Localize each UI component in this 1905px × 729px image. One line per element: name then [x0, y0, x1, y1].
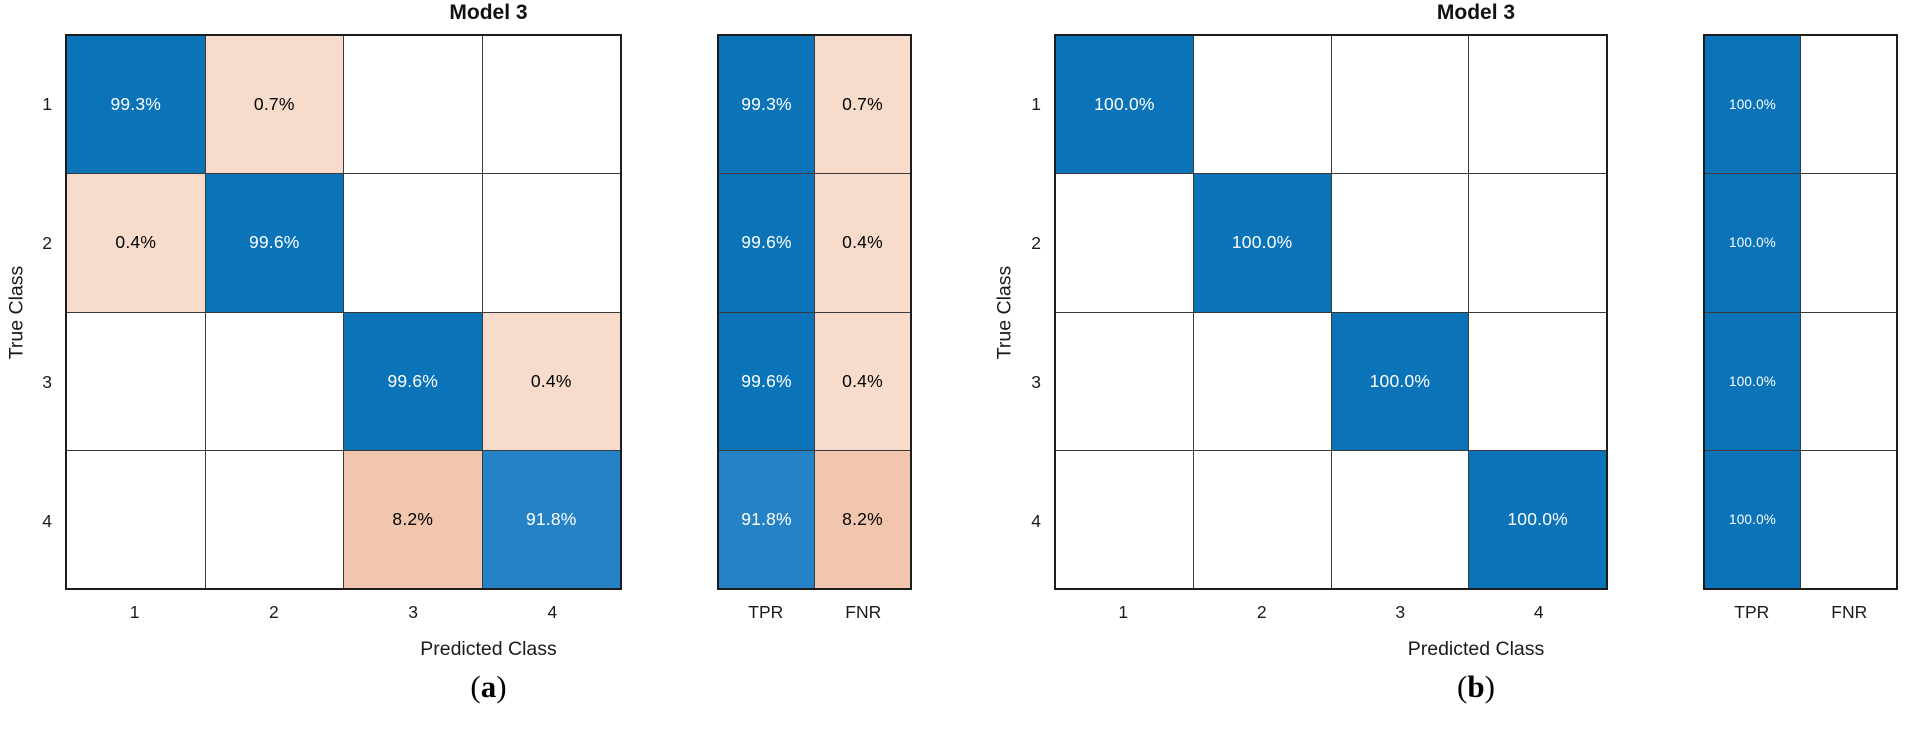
- matrix-cell: 0.4%: [67, 174, 205, 312]
- matrix-cell: [482, 174, 620, 312]
- summary-cell: 100.0%: [1705, 174, 1800, 312]
- y-tick-label: 2: [42, 232, 52, 253]
- x-tick-label: 1: [1118, 602, 1129, 622]
- matrix-cell: [1056, 450, 1193, 588]
- summary-cell: 100.0%: [1705, 450, 1800, 588]
- x-axis-label: Predicted Class: [420, 638, 557, 660]
- summary-cell: 0.7%: [815, 36, 910, 174]
- summary-cell: 0.4%: [815, 312, 910, 450]
- matrix-cell: 99.3%: [67, 36, 205, 174]
- matrix-cell: [482, 36, 620, 174]
- matrix-cell: [1331, 36, 1469, 174]
- matrix-cell: 91.8%: [482, 450, 620, 588]
- confusion-matrix-grid: 100.0% 100.0% 100.0% 100.0%: [1054, 34, 1608, 590]
- x-tick-label: 4: [1533, 602, 1544, 622]
- matrix-cell: [344, 36, 482, 174]
- chart-title: Model 3: [1436, 1, 1516, 24]
- summary-cell: 8.2%: [815, 450, 910, 588]
- matrix-cell: [1193, 450, 1331, 588]
- matrix-cell: 100.0%: [1331, 312, 1469, 450]
- summary-cell: 99.6%: [719, 312, 814, 450]
- x-tick-label: 3: [408, 602, 418, 622]
- y-axis-label: True Class: [993, 265, 1016, 360]
- summary-column-label: TPR: [748, 602, 784, 622]
- y-tick-label: 3: [1031, 371, 1041, 392]
- y-tick-label: 4: [42, 510, 52, 531]
- summary-cell: [1801, 312, 1896, 450]
- x-tick-label: 3: [1395, 602, 1406, 622]
- summary-column-label: TPR: [1734, 602, 1770, 622]
- matrix-cell: [1056, 174, 1193, 312]
- x-tick-label: 4: [547, 602, 558, 622]
- matrix-cell: [67, 312, 205, 450]
- subfigure-caption: (a): [470, 669, 507, 704]
- row-summary-grid: 100.0% 100.0% 100.0% 100.0%: [1703, 34, 1898, 590]
- matrix-cell: 100.0%: [1193, 174, 1331, 312]
- y-tick-label: 1: [1031, 93, 1041, 114]
- summary-column-label: FNR: [845, 602, 882, 622]
- matrix-cell: 99.6%: [205, 174, 343, 312]
- x-tick-label: 1: [129, 602, 140, 622]
- summary-column-label: FNR: [1831, 602, 1868, 622]
- subfigure-caption: (b): [1457, 669, 1495, 704]
- matrix-cell: 0.4%: [482, 312, 620, 450]
- x-tick-label: 2: [1256, 602, 1267, 622]
- matrix-cell: 8.2%: [344, 450, 482, 588]
- y-axis-label: True Class: [5, 265, 28, 360]
- matrix-cell: 0.7%: [205, 36, 343, 174]
- matrix-cell: [1193, 312, 1331, 450]
- matrix-cell: 100.0%: [1469, 450, 1606, 588]
- summary-cell: 99.3%: [719, 36, 814, 174]
- x-tick-label: 2: [269, 602, 279, 622]
- matrix-cell: [1193, 36, 1331, 174]
- summary-cell: 100.0%: [1705, 312, 1800, 450]
- y-tick-label: 3: [42, 371, 52, 392]
- matrix-cell: [1056, 312, 1193, 450]
- summary-cell: 100.0%: [1705, 36, 1800, 174]
- matrix-cell: [67, 450, 205, 588]
- matrix-cell: [1469, 36, 1606, 174]
- y-tick-label: 1: [42, 93, 52, 114]
- matrix-cell: [1469, 174, 1606, 312]
- summary-cell: [1801, 174, 1896, 312]
- row-summary-grid: 99.3% 0.7% 99.6% 0.4% 99.6% 0.4% 91.8% 8.2%: [717, 34, 912, 590]
- matrix-cell: [344, 174, 482, 312]
- matrix-cell: [205, 312, 343, 450]
- x-axis-label: Predicted Class: [1407, 638, 1545, 660]
- matrix-cell: 99.6%: [344, 312, 482, 450]
- matrix-cell: [1331, 450, 1469, 588]
- y-tick-label: 2: [1031, 232, 1041, 253]
- summary-cell: [1801, 36, 1896, 174]
- y-tick-label: 4: [1031, 510, 1041, 531]
- matrix-cell: 100.0%: [1056, 36, 1193, 174]
- confusion-matrix-grid: 99.3% 0.7% 0.4% 99.6% 99.6% 0.4% 8.2% 91.8%: [65, 34, 622, 590]
- matrix-cell: [1469, 312, 1606, 450]
- summary-cell: 99.6%: [719, 174, 814, 312]
- summary-cell: 0.4%: [815, 174, 910, 312]
- matrix-cell: [205, 450, 343, 588]
- summary-cell: 91.8%: [719, 450, 814, 588]
- matrix-cell: [1331, 174, 1469, 312]
- chart-title: Model 3: [449, 1, 528, 24]
- summary-cell: [1801, 450, 1896, 588]
